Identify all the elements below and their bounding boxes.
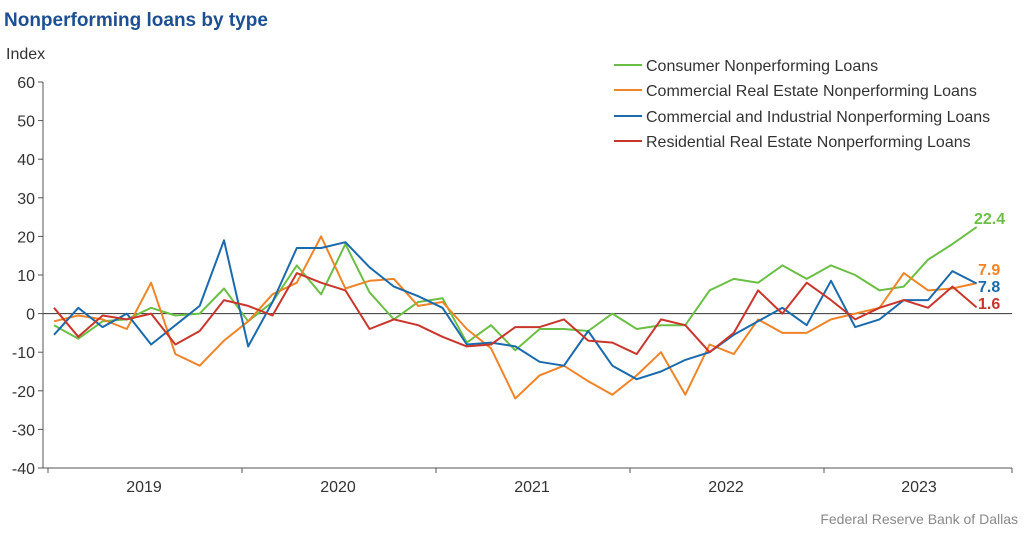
y-tick-label: -30 — [12, 422, 35, 439]
chart-title: Nonperforming loans by type — [4, 10, 268, 31]
legend-label-3: Commercial and Industrial Nonperforming … — [646, 109, 990, 126]
legend-label-1: Consumer Nonperforming Loans — [646, 58, 878, 75]
end-value-label-1: 22.4 — [974, 211, 1005, 228]
series-line-2 — [53, 235, 977, 400]
x-tick-label: 2020 — [320, 479, 356, 496]
y-tick-label: 30 — [17, 191, 35, 208]
y-tick-label: 40 — [17, 152, 35, 169]
x-tick-label: 2021 — [514, 479, 550, 496]
y-tick-label: 10 — [17, 268, 35, 285]
series-line-3 — [53, 239, 978, 381]
series-line-4 — [53, 272, 978, 356]
y-tick-label: -10 — [12, 345, 35, 362]
y-tick-label: 0 — [26, 307, 35, 324]
y-axis-label: Index — [6, 46, 46, 63]
x-tick-label: 2023 — [901, 479, 937, 496]
source-note: Federal Reserve Bank of Dallas — [820, 511, 1018, 527]
x-tick-label: 2022 — [708, 479, 744, 496]
y-tick-label: 20 — [17, 229, 35, 246]
end-value-label-3: 7.8 — [978, 279, 1000, 296]
y-tick-label: 60 — [17, 75, 35, 92]
y-tick-label: 50 — [17, 114, 35, 131]
legend-label-2: Commercial Real Estate Nonperforming Loa… — [646, 83, 977, 100]
series-line-1 — [53, 226, 978, 352]
legend-label-4: Residential Real Estate Nonperforming Lo… — [646, 134, 971, 151]
x-tick-label: 2019 — [126, 479, 162, 496]
end-value-label-2: 7.9 — [978, 262, 1000, 279]
y-tick-label: -40 — [12, 461, 35, 478]
y-tick-label: -20 — [12, 384, 35, 401]
end-value-label-4: 1.6 — [978, 296, 1000, 313]
